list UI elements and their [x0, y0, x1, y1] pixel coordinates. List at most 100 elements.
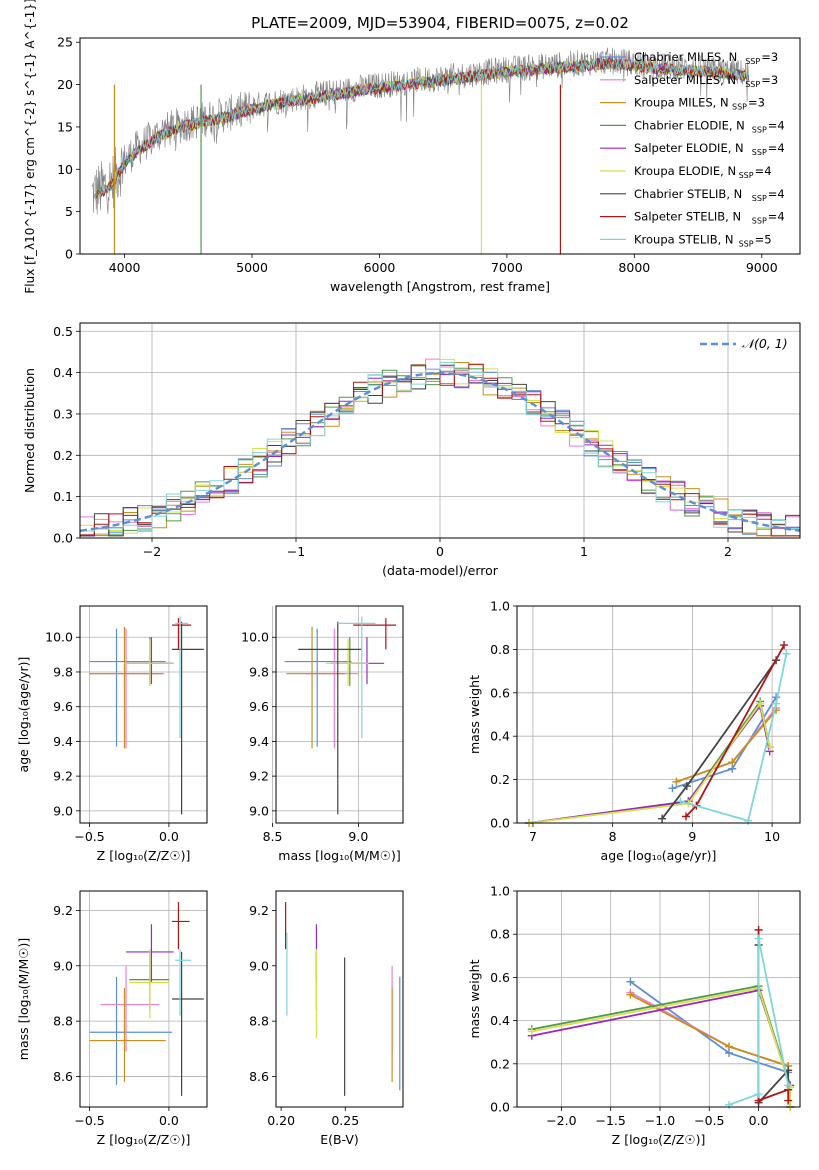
- legend-subscript: SSP: [752, 194, 767, 203]
- x-axis-label: mass [log₁₀(M/M☉)]: [278, 848, 400, 863]
- y-tick-label: 9.2: [249, 903, 269, 918]
- y-tick-label: 0.1: [53, 489, 73, 504]
- panel-mass_weight_vs_age: 7 8 9 10 0.0 0.2 0.4 0.6 0.8 1.0 age [log₁₀(age/yr…: [467, 599, 801, 863]
- legend-entry: Chabrier MILES, N: [634, 50, 737, 64]
- y-tick-label: 9.0: [249, 958, 269, 973]
- axes-frame: [79, 890, 208, 1108]
- axes-frame: [275, 605, 404, 824]
- legend-subscript: SSP: [739, 171, 754, 180]
- axes-frame: [275, 890, 404, 1108]
- legend-nssp: =4: [755, 164, 772, 178]
- weight-marker: [626, 977, 635, 986]
- histograms: [80, 358, 800, 537]
- y-tick-label: 0.4: [53, 365, 73, 380]
- y-tick-label: 9.0: [53, 803, 73, 818]
- panel-mass_vs_Z: −0.5 0.0 8.6 8.8 9.0 9.2 Z [log₁₀(Z/Z☉)] mass […: [16, 890, 208, 1147]
- weight-line: [531, 984, 791, 1107]
- weight-marker: [780, 641, 789, 650]
- y-axis-label: Flux [f_λ10^{-17} erg cm^{-2} s^{-1} A^{…: [23, 0, 37, 294]
- y-tick-label: 20: [57, 77, 73, 92]
- x-axis-label: age [log₁₀(age/yr)]: [601, 848, 717, 863]
- weight-line: [528, 703, 771, 824]
- panel-mass_weight_vs_Z: −2.0 −1.5 −1.0 −0.5 0.0 0.0 0.2 0.4 0.6 0.8 1.0 Z […: [467, 884, 801, 1147]
- y-tick-label: 0.4: [490, 729, 510, 744]
- y-tick-label: 9.8: [249, 664, 269, 679]
- panel-age_vs_mass: 8.5 9.0 9.0 9.2 9.4 9.6 9.8 10.0 mass [log₁₀(M/M…: [241, 605, 404, 863]
- legend-entry: Salpeter ELODIE, N: [634, 141, 744, 155]
- y-axis-label: age [log₁₀(age/yr)]: [16, 657, 31, 773]
- x-tick-label: 9000: [746, 260, 778, 275]
- axes-frame: [79, 322, 801, 539]
- weight-marker: [682, 782, 691, 791]
- y-tick-label: 9.8: [53, 664, 73, 679]
- y-axis-label: mass weight: [467, 675, 482, 754]
- x-tick-label: 8000: [618, 260, 650, 275]
- y-axis-label: Normed distribution: [22, 368, 37, 493]
- weight-marker: [725, 1042, 734, 1051]
- y-tick-label: 9.2: [53, 769, 73, 784]
- weight-marker: [754, 934, 763, 943]
- weight-line: [757, 945, 790, 1106]
- y-tick-label: 0.6: [490, 685, 510, 700]
- y-tick-label: 8.8: [53, 1014, 73, 1029]
- x-tick-label: 0.0: [159, 829, 179, 844]
- x-tick-label: −2.0: [546, 1113, 576, 1128]
- y-tick-label: 0.8: [490, 642, 510, 657]
- weight-marker: [682, 812, 691, 821]
- axes-frame: [516, 605, 801, 824]
- panel-age_vs_Z: −0.5 0.0 9.0 9.2 9.4 9.6 9.8 10.0 Z [log₁₀(Z/Z☉)…: [16, 605, 208, 863]
- y-tick-label: 9.2: [53, 903, 73, 918]
- x-tick-label: 8.5: [263, 829, 283, 844]
- legend-entry: Chabrier ELODIE, N: [634, 118, 745, 132]
- weight-line: [531, 987, 791, 1107]
- panel-spectrum: 4000 5000 6000 7000 8000 9000 0 5 10 15 20 25 wavele…: [23, 0, 801, 294]
- x-tick-label: 0.25: [331, 1113, 359, 1128]
- y-tick-label: 10.0: [241, 630, 269, 645]
- legend-nssp: =3: [761, 50, 778, 64]
- spectrum-lines: [91, 47, 750, 254]
- legend-subscript: SSP: [752, 148, 767, 157]
- weight-line: [680, 653, 788, 822]
- x-tick-label: 8: [609, 829, 617, 844]
- panel-residuals: −2 −1 0 1 2 0.0 0.1 0.2 0.3 0.4 0.5 (data-model)/er…: [22, 322, 801, 578]
- legend-entry: Salpeter MILES, N: [634, 73, 736, 87]
- weight-marker: [728, 758, 737, 767]
- x-tick-label: 7: [529, 829, 537, 844]
- y-axis-label: mass [log₁₀(M/M☉)]: [16, 938, 31, 1060]
- weight-marker: [668, 784, 677, 793]
- legend-entry: Salpeter STELIB, N: [634, 210, 741, 224]
- y-tick-label: 9.6: [249, 699, 269, 714]
- plot-area-spectrum: [91, 47, 750, 254]
- x-tick-label: 0.20: [267, 1113, 295, 1128]
- legend-nssp: =4: [768, 187, 785, 201]
- weight-marker: [754, 1090, 763, 1099]
- y-tick-label: 9.0: [53, 958, 73, 973]
- axes-frame: [79, 605, 208, 824]
- y-tick-label: 10: [57, 162, 73, 177]
- figure-title: PLATE=2009, MJD=53904, FIBERID=0075, z=0…: [251, 14, 629, 32]
- legend-nssp: =4: [768, 118, 785, 132]
- x-tick-label: −1.5: [595, 1113, 625, 1128]
- x-tick-label: 0.0: [749, 1113, 769, 1128]
- legend-entry: Kroupa ELODIE, N: [634, 164, 736, 178]
- plot-area-mass_vs_Z: [89, 902, 204, 1096]
- plot-area-age_vs_Z: [89, 616, 204, 815]
- y-axis-label: mass weight: [467, 959, 482, 1038]
- x-tick-label: 0.0: [159, 1113, 179, 1128]
- x-axis-label: wavelength [Angstrom, rest frame]: [330, 279, 550, 294]
- plot-area-residuals: [80, 358, 800, 537]
- weight-marker: [658, 814, 667, 823]
- x-axis-label: E(B-V): [320, 1132, 359, 1147]
- y-tick-label: 25: [57, 35, 73, 50]
- x-tick-label: 9.0: [348, 829, 368, 844]
- y-tick-label: 10.0: [45, 630, 73, 645]
- weight-marker: [765, 743, 774, 752]
- y-tick-label: 1.0: [490, 599, 510, 614]
- legend-subscript: SSP: [745, 57, 760, 66]
- plot-area-age_vs_mass: [284, 616, 397, 815]
- legend-nssp: =3: [748, 96, 765, 110]
- y-tick-label: 0.8: [490, 927, 510, 942]
- axes-frame: [516, 890, 801, 1108]
- y-tick-label: 0.4: [490, 1013, 510, 1028]
- weight-marker: [754, 925, 763, 934]
